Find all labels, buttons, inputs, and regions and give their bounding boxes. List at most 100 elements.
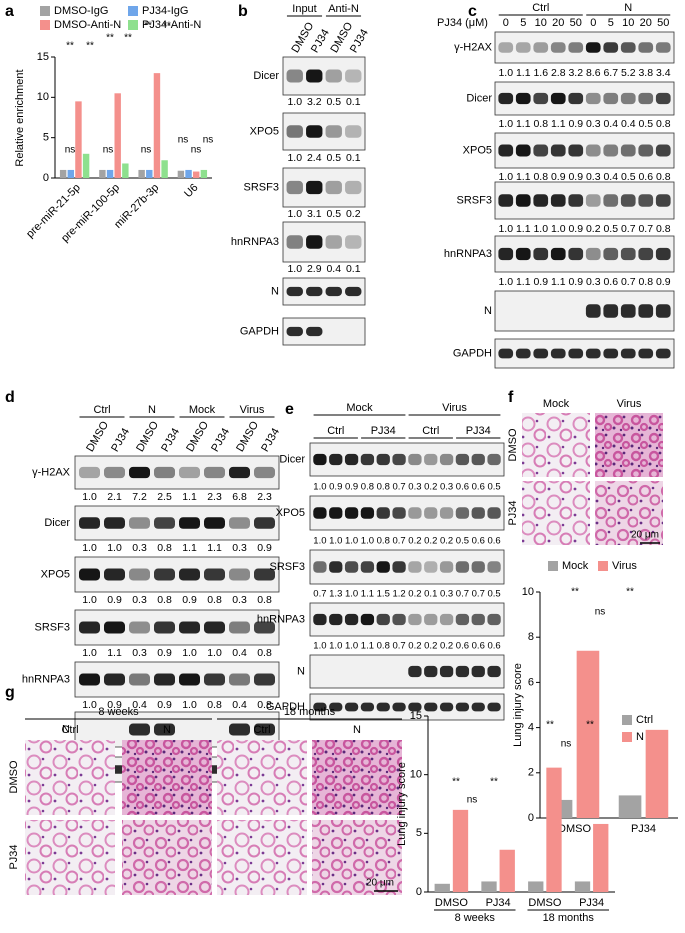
blot-band <box>229 723 250 736</box>
quant-value: 0.9 <box>656 276 671 288</box>
quant-value: 1.0 <box>82 594 97 606</box>
histology-column-label: Virus <box>617 398 642 410</box>
blot-band <box>638 247 654 261</box>
legend-swatch <box>40 20 50 30</box>
bar <box>499 849 515 892</box>
blot-band <box>471 702 485 712</box>
blot-row-label: Dicer <box>279 453 305 465</box>
histology-image <box>595 413 663 477</box>
quant-value: 7.2 <box>132 491 147 503</box>
histology-column-label: Ctrl <box>61 724 78 736</box>
quant-value: 0.1 <box>424 589 437 600</box>
blot-band <box>306 69 323 83</box>
histology-row-label: DMSO <box>507 428 519 461</box>
quant-value: 0.4 <box>232 647 247 659</box>
blot-band <box>550 247 566 261</box>
blot-band <box>286 125 303 138</box>
significance-label: ns <box>141 145 152 156</box>
quant-value: 0.5 <box>621 171 636 183</box>
blot-row-label: SRSF3 <box>270 561 305 573</box>
x-tick-label: DMSO <box>435 897 468 909</box>
blot-row-label: Dicer <box>44 517 70 529</box>
blot-row-label: hnRNPA3 <box>444 248 492 260</box>
quant-value: 1.1 <box>516 223 531 235</box>
blot-band <box>129 568 150 581</box>
lane-label: PJ34 <box>209 426 232 454</box>
quant-value: 1.0 <box>313 536 326 547</box>
blot-band <box>254 723 275 736</box>
blot-band <box>424 561 438 573</box>
quant-value: 0.4 <box>603 171 618 183</box>
quant-value: 0.4 <box>132 699 147 711</box>
blot-band <box>533 247 549 261</box>
quant-value: 0.7 <box>392 641 405 652</box>
quant-value: 1.0 <box>498 171 513 183</box>
blot-band <box>487 453 501 466</box>
quant-value: 0.7 <box>472 589 485 600</box>
blot-band <box>498 144 514 157</box>
blot-group-label: Mock <box>189 404 216 416</box>
quant-value: 1.0 <box>361 536 374 547</box>
blot-band <box>392 702 406 712</box>
quant-value: 6.7 <box>603 67 618 79</box>
quant-value: 1.1 <box>207 542 222 554</box>
blot-band <box>533 92 549 105</box>
blot-band <box>533 194 549 207</box>
quant-value: 0.8 <box>257 647 272 659</box>
blot-band <box>79 466 100 479</box>
panel-label: a <box>5 3 14 20</box>
quant-value: 3.2 <box>568 67 583 79</box>
blot-frame <box>282 56 366 96</box>
quant-value: 0.8 <box>656 118 671 130</box>
quant-value: 0.4 <box>603 118 618 130</box>
blot-band <box>179 466 200 479</box>
quant-value: 0.9 <box>551 171 566 183</box>
blot-band <box>154 723 175 736</box>
blot-band <box>585 194 601 207</box>
blot-group-label: PJ34 <box>466 425 491 437</box>
quant-value: 0.9 <box>568 276 583 288</box>
blot-band <box>313 561 327 573</box>
blot-row-label: GAPDH <box>266 701 305 713</box>
blot-row-label: hnRNPA3 <box>22 673 70 685</box>
unit-label: PJ34 (μM) <box>437 17 488 29</box>
blot-band <box>392 613 406 626</box>
blot-band <box>603 247 619 261</box>
blot-band <box>568 144 584 157</box>
blot-row-label: Dicer <box>466 92 492 104</box>
blot-band <box>254 673 275 686</box>
lane-label: 5 <box>608 17 614 29</box>
blot-band <box>471 665 485 678</box>
histology-image <box>522 413 590 477</box>
histology-group-label: 18 months <box>284 706 336 718</box>
blot-band <box>455 665 470 678</box>
legend-label: PJ34-IgG <box>142 5 188 17</box>
lane-label: DMSO <box>84 419 111 454</box>
bar <box>177 170 185 178</box>
blot-band <box>568 92 584 105</box>
blot-band <box>344 453 359 466</box>
quant-value: 1.2 <box>392 589 405 600</box>
blot-band <box>204 673 225 686</box>
blot-band <box>344 613 359 626</box>
histology-image <box>122 740 212 815</box>
blot-band <box>424 453 438 466</box>
blot-band <box>568 247 584 261</box>
quant-value: 1.0 <box>82 491 97 503</box>
blot-band <box>313 453 327 466</box>
blot-band <box>471 507 485 519</box>
blot-group-label: Ctrl <box>532 2 549 14</box>
blot-band <box>424 665 438 678</box>
blot-band <box>455 507 470 519</box>
bar <box>576 650 600 818</box>
quant-value: 0.1 <box>346 96 361 108</box>
blot-band <box>550 92 566 105</box>
quant-value: 1.0 <box>313 482 326 493</box>
bar <box>99 169 106 178</box>
blot-band <box>254 466 275 479</box>
blot-band <box>306 180 323 195</box>
blot-band <box>498 42 514 53</box>
bar <box>645 729 669 818</box>
quant-value: 0.9 <box>107 594 122 606</box>
panel-label: c <box>468 3 477 20</box>
